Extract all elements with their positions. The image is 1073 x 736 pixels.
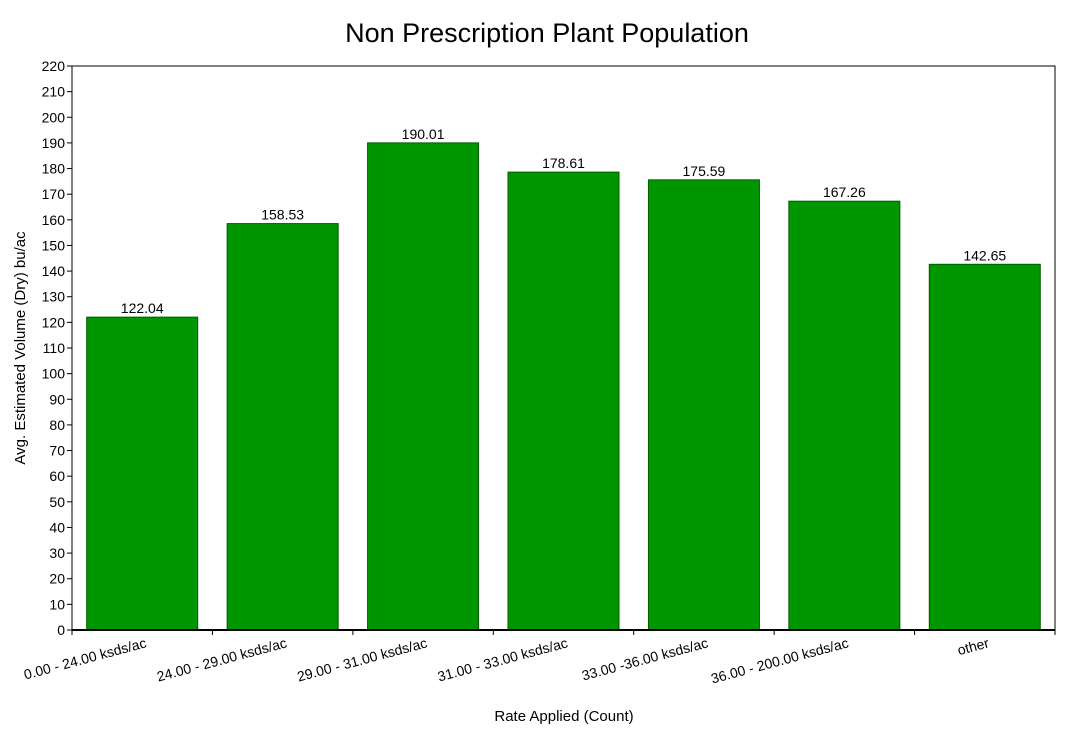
y-tick-label: 130 [42, 289, 66, 305]
x-tick-label: 0.00 - 24.00 ksds/ac [22, 634, 148, 682]
data-label: 190.01 [402, 126, 445, 142]
x-axis: 0.00 - 24.00 ksds/ac 24.00 - 29.00 ksds/a… [22, 629, 1056, 687]
bar [367, 142, 480, 631]
data-label: 167.26 [823, 184, 866, 200]
bars [86, 142, 1041, 631]
data-label: 158.53 [261, 207, 304, 223]
y-tick-label: 210 [42, 84, 66, 100]
y-tick-label: 30 [49, 545, 65, 561]
chart-title: Non Prescription Plant Population [345, 18, 749, 48]
data-labels: 122.04 158.53 190.01 178.61 175.59 167.26 142.… [121, 126, 1007, 316]
y-tick-label: 150 [42, 237, 66, 253]
x-tick-label: 31.00 - 33.00 ksds/ac [436, 634, 569, 684]
data-label: 122.04 [121, 300, 164, 316]
y-tick-label: 200 [42, 109, 66, 125]
x-tick-label: 36.00 - 200.00 ksds/ac [709, 634, 850, 686]
data-label: 178.61 [542, 155, 585, 171]
x-tick-label: 29.00 - 31.00 ksds/ac [295, 634, 428, 684]
data-label: 142.65 [963, 247, 1006, 263]
y-tick-label: 140 [42, 263, 66, 279]
y-tick-label: 80 [49, 417, 65, 433]
x-tick-label: 33.00 -36.00 ksds/ac [580, 634, 710, 683]
y-tick-label: 40 [49, 519, 65, 535]
y-tick-label: 0 [57, 622, 65, 638]
y-tick-label: 220 [42, 58, 66, 74]
data-label: 175.59 [683, 163, 726, 179]
y-tick-label: 180 [42, 161, 66, 177]
y-tick-label: 160 [42, 212, 66, 228]
y-tick-label: 120 [42, 314, 66, 330]
y-axis: 0 10 20 30 40 50 60 70 80 90 100 110 120 130 140 150 160… [42, 58, 73, 638]
x-axis-label: Rate Applied (Count) [494, 708, 633, 725]
y-tick-label: 190 [42, 135, 66, 151]
bar [647, 179, 760, 631]
y-tick-label: 90 [49, 391, 65, 407]
y-tick-label: 110 [43, 340, 66, 356]
y-tick-label: 170 [42, 186, 66, 202]
y-tick-label: 20 [49, 571, 65, 587]
bar [226, 223, 339, 631]
y-tick-label: 50 [49, 494, 65, 510]
y-axis-label: Avg. Estimated Volume (Dry) bu/ac [12, 231, 29, 465]
bar [928, 263, 1041, 631]
y-tick-label: 70 [49, 443, 65, 459]
x-tick-label: other [956, 634, 991, 658]
bar [788, 200, 901, 631]
bar [86, 316, 199, 631]
x-tick-label: 24.00 - 29.00 ksds/ac [155, 634, 288, 684]
bar [507, 171, 620, 631]
y-tick-label: 100 [42, 366, 66, 382]
y-tick-label: 60 [49, 468, 65, 484]
y-tick-label: 10 [49, 596, 65, 612]
